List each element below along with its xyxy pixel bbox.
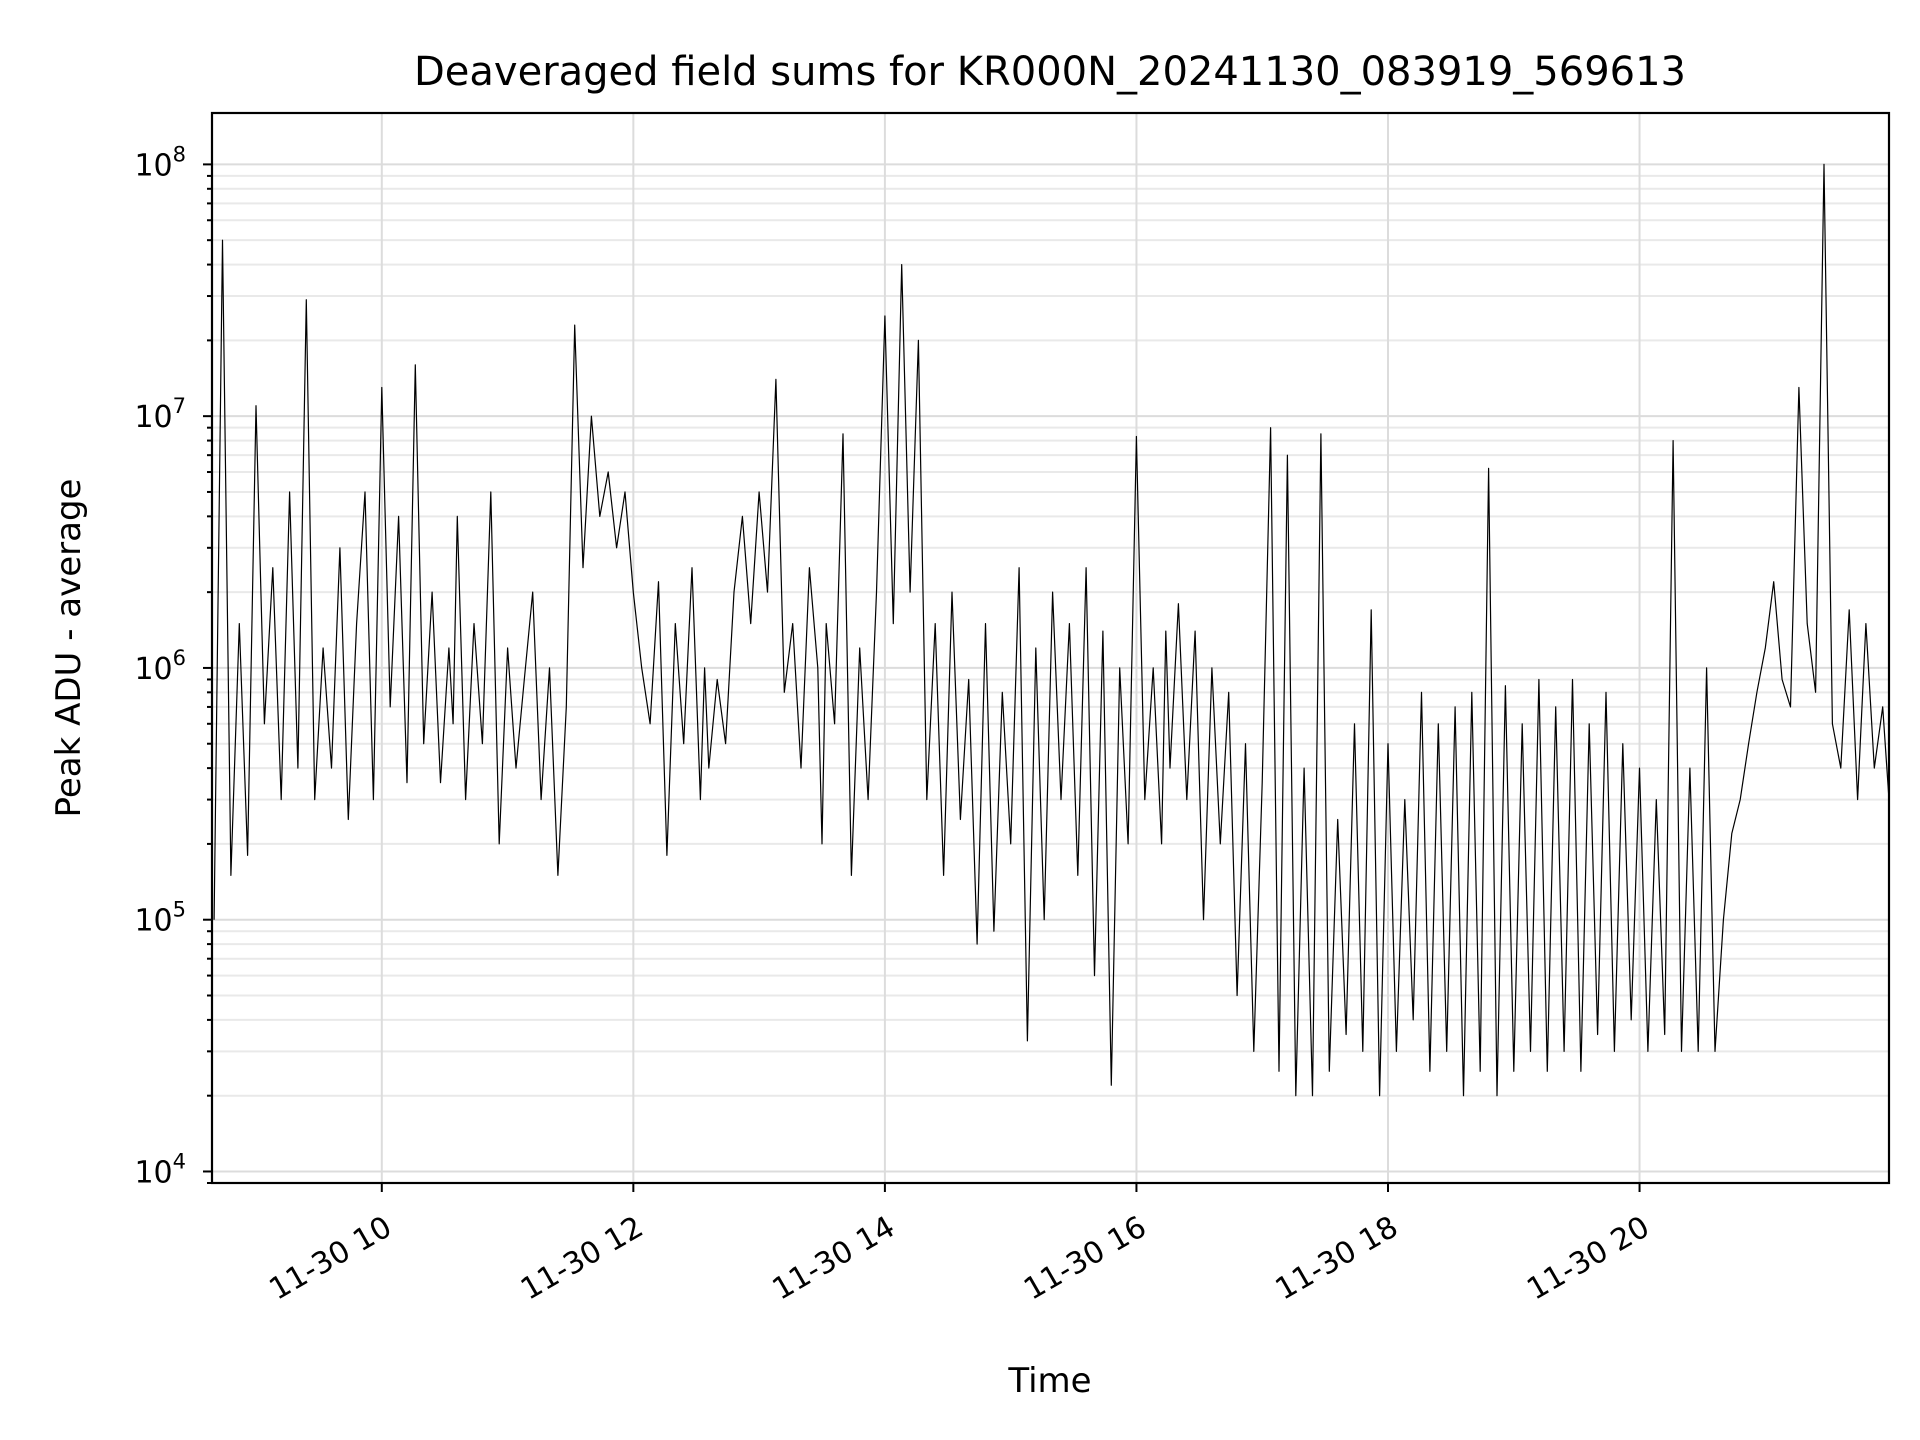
series-layer bbox=[213, 163, 1890, 1097]
y-tick-label-base: 10 bbox=[134, 1155, 172, 1190]
y-tick-label-exponent: 7 bbox=[173, 394, 186, 418]
y-tick-label-base: 10 bbox=[134, 904, 172, 939]
y-tick-label: 105 bbox=[134, 898, 186, 939]
y-tick-label-exponent: 4 bbox=[173, 1149, 186, 1173]
x-axis-label: Time bbox=[1007, 1361, 1091, 1401]
ticks-layer bbox=[203, 163, 1641, 1192]
y-tick-label: 107 bbox=[134, 394, 186, 435]
plot-area-background bbox=[212, 113, 1889, 1183]
y-tick-label: 104 bbox=[134, 1149, 186, 1190]
y-tick-label-exponent: 8 bbox=[173, 142, 186, 166]
y-tick-label-base: 10 bbox=[134, 148, 172, 183]
y-tick-label-base: 10 bbox=[134, 400, 172, 435]
y-axis-label: Peak ADU - average bbox=[49, 479, 89, 818]
chart-title: Deaveraged field sums for KR000N_2024113… bbox=[414, 49, 1686, 95]
plot-frame bbox=[210, 111, 1891, 1185]
y-tick-label: 108 bbox=[134, 142, 186, 183]
y-tick-label: 106 bbox=[134, 646, 186, 687]
major-grid bbox=[212, 113, 1889, 1183]
minor-grid bbox=[212, 174, 1889, 1184]
series-line bbox=[213, 163, 1890, 1097]
y-tick-label-base: 10 bbox=[134, 652, 172, 687]
y-tick-label-exponent: 5 bbox=[173, 898, 186, 922]
y-tick-label-exponent: 6 bbox=[173, 646, 186, 670]
